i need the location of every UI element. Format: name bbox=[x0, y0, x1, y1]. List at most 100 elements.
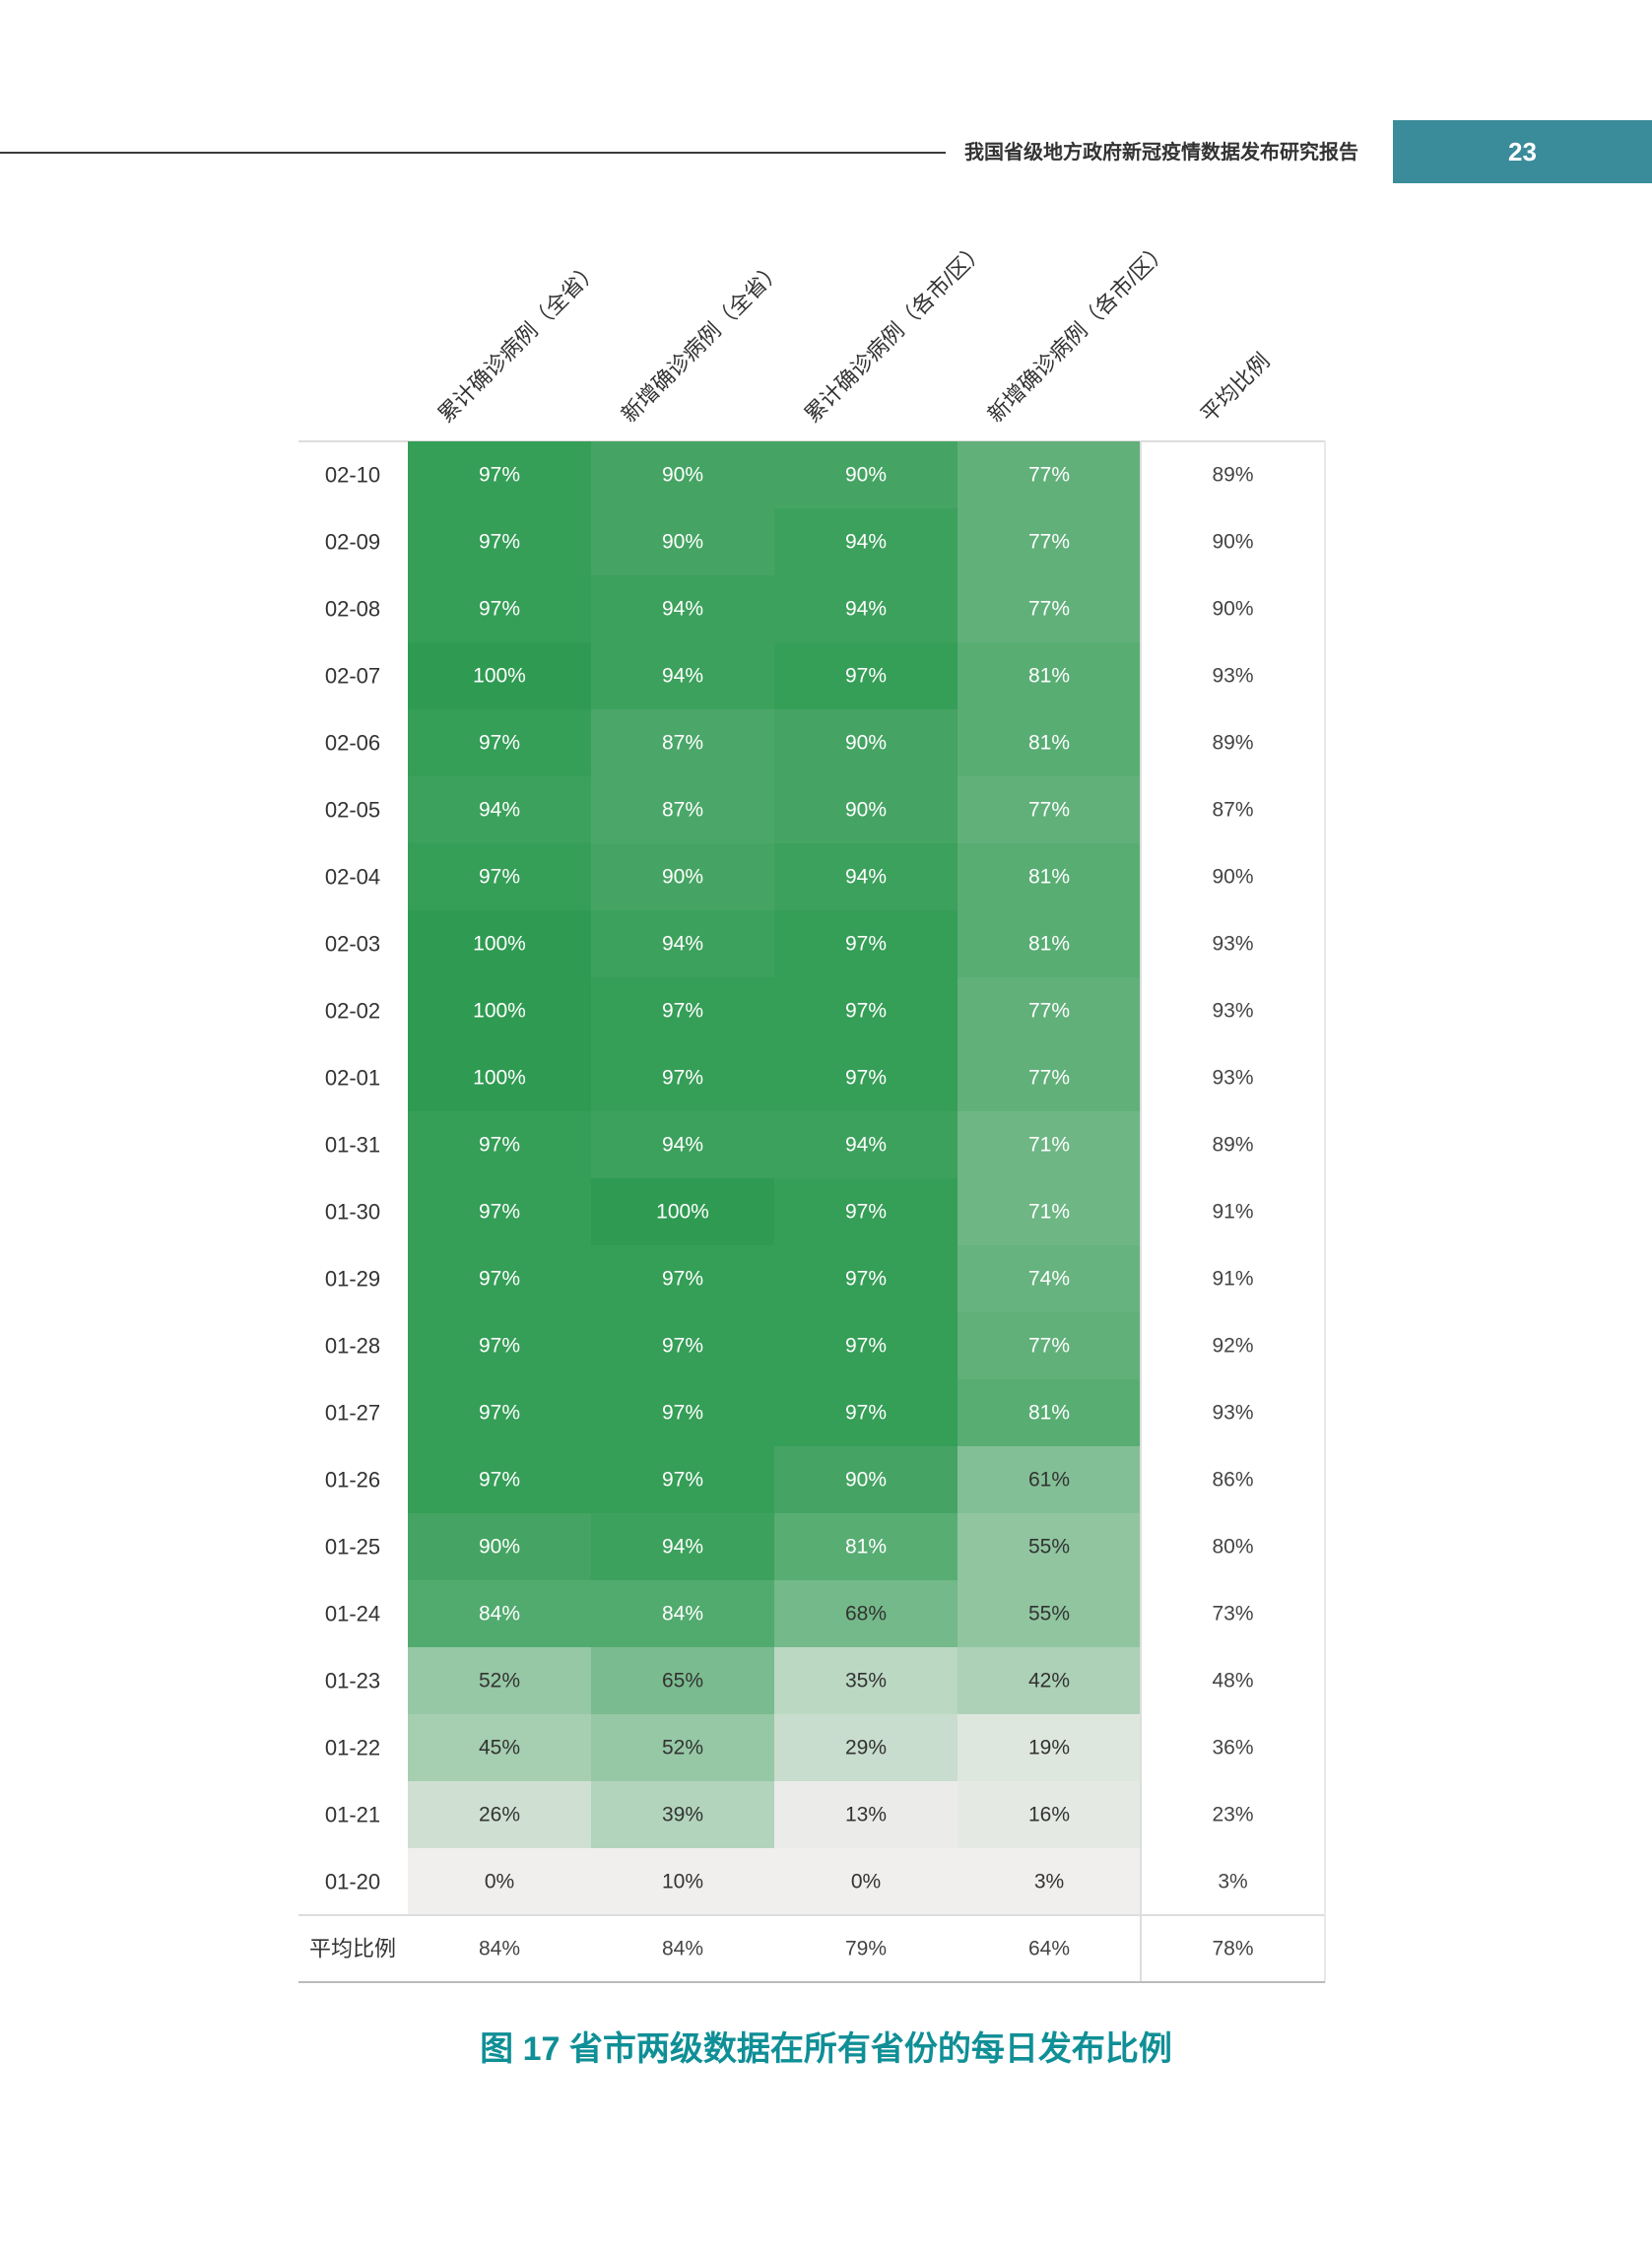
heat-cell bbox=[408, 1848, 591, 1915]
heat-cell bbox=[591, 910, 774, 977]
row-label: 01-28 bbox=[325, 1334, 380, 1359]
heat-cell bbox=[958, 1848, 1141, 1915]
heat-cell bbox=[774, 508, 958, 575]
cell-value: 100% bbox=[473, 933, 526, 956]
row-label: 02-09 bbox=[325, 530, 380, 555]
heatmap-chart: 累计确诊病例（全省） 新增确诊病例（全省） 累计确诊病例（各市/区）新增确诊病例（各… bbox=[298, 236, 1326, 1983]
cell-value: 81% bbox=[845, 1536, 887, 1559]
row-label: 01-21 bbox=[325, 1803, 380, 1827]
heat-cell bbox=[774, 1446, 958, 1513]
row-average: 89% bbox=[1212, 1134, 1253, 1157]
heat-cell bbox=[958, 1044, 1141, 1111]
cell-value: 81% bbox=[1028, 665, 1070, 688]
cell-value: 26% bbox=[479, 1804, 520, 1826]
cell-value: 97% bbox=[662, 1000, 703, 1023]
column-average: 79% bbox=[845, 1938, 887, 1960]
row-label: 01-22 bbox=[325, 1736, 380, 1760]
heat-cell bbox=[408, 1446, 591, 1513]
heat-cell bbox=[591, 575, 774, 642]
heat-cell bbox=[958, 508, 1141, 575]
heat-cell bbox=[591, 776, 774, 843]
cell-value: 81% bbox=[1028, 933, 1070, 956]
heat-cell bbox=[958, 1446, 1141, 1513]
heat-cell bbox=[774, 776, 958, 843]
cell-value: 97% bbox=[662, 1067, 703, 1090]
cell-value: 0% bbox=[851, 1871, 881, 1893]
heat-cell bbox=[408, 1379, 591, 1446]
heat-cell bbox=[408, 1781, 591, 1848]
column-average: 84% bbox=[479, 1938, 520, 1960]
heat-cell bbox=[774, 642, 958, 709]
cell-value: 94% bbox=[662, 1536, 703, 1559]
heat-cell bbox=[591, 1513, 774, 1580]
row-average: 89% bbox=[1212, 464, 1253, 487]
heat-cell bbox=[774, 441, 958, 508]
row-average: 73% bbox=[1212, 1603, 1253, 1626]
heat-cell bbox=[774, 1580, 958, 1647]
cell-value: 77% bbox=[1028, 799, 1070, 822]
cell-value: 97% bbox=[479, 531, 520, 554]
row-label: 02-04 bbox=[325, 865, 380, 890]
heat-cell bbox=[408, 709, 591, 776]
row-average: 80% bbox=[1212, 1536, 1253, 1559]
heat-cell bbox=[774, 977, 958, 1044]
row-average: 87% bbox=[1212, 799, 1253, 822]
heat-cell bbox=[958, 1647, 1141, 1714]
column-header: 新增确诊病例（全省） bbox=[617, 256, 787, 427]
heat-cell bbox=[408, 1245, 591, 1312]
cell-value: 97% bbox=[479, 1201, 520, 1224]
column-header: 累计确诊病例（各市/区） bbox=[800, 236, 990, 427]
heat-cell bbox=[774, 1781, 958, 1848]
heat-cell bbox=[408, 508, 591, 575]
report-title: 我国省级地方政府新冠疫情数据发布研究报告 bbox=[964, 142, 1358, 164]
heat-cell bbox=[591, 1379, 774, 1446]
cell-value: 100% bbox=[656, 1201, 709, 1224]
cell-value: 97% bbox=[845, 1067, 887, 1090]
cell-value: 90% bbox=[845, 799, 887, 822]
heat-cell bbox=[408, 1111, 591, 1178]
heat-cell bbox=[591, 843, 774, 910]
heat-cell bbox=[958, 642, 1141, 709]
row-average: 93% bbox=[1212, 933, 1253, 956]
heat-cell bbox=[591, 1714, 774, 1781]
heat-cell bbox=[958, 1513, 1141, 1580]
heat-cell bbox=[591, 977, 774, 1044]
cell-value: 81% bbox=[1028, 1402, 1070, 1425]
row-label: 01-25 bbox=[325, 1535, 380, 1560]
heat-cell bbox=[408, 1513, 591, 1580]
cell-value: 71% bbox=[1028, 1134, 1070, 1157]
heat-cell bbox=[591, 1178, 774, 1245]
heat-cell bbox=[408, 441, 591, 508]
cell-value: 84% bbox=[662, 1603, 703, 1626]
cell-value: 94% bbox=[479, 799, 520, 822]
row-average: 93% bbox=[1212, 665, 1253, 688]
row-average: 91% bbox=[1212, 1201, 1253, 1224]
heat-cell bbox=[408, 642, 591, 709]
cell-value: 97% bbox=[845, 1335, 887, 1358]
cell-value: 94% bbox=[662, 598, 703, 621]
page-number: 23 bbox=[1508, 136, 1537, 166]
heat-cell bbox=[958, 776, 1141, 843]
row-label: 01-29 bbox=[325, 1267, 380, 1292]
cell-value: 3% bbox=[1034, 1871, 1064, 1893]
row-label: 01-24 bbox=[325, 1602, 380, 1626]
row-label: 02-02 bbox=[325, 999, 380, 1024]
row-average: 92% bbox=[1212, 1335, 1253, 1358]
row-label: 02-10 bbox=[325, 463, 380, 488]
row-average: 90% bbox=[1212, 866, 1253, 889]
heat-cell bbox=[774, 843, 958, 910]
cell-value: 35% bbox=[845, 1670, 887, 1693]
cell-value: 94% bbox=[845, 598, 887, 621]
row-average: 23% bbox=[1212, 1804, 1253, 1826]
heat-cell bbox=[408, 843, 591, 910]
heat-cell bbox=[774, 575, 958, 642]
cell-value: 87% bbox=[662, 732, 703, 755]
row-label: 01-31 bbox=[325, 1133, 380, 1158]
cell-value: 52% bbox=[662, 1737, 703, 1759]
heat-cell bbox=[958, 1580, 1141, 1647]
cell-value: 90% bbox=[662, 866, 703, 889]
heat-cell bbox=[591, 1312, 774, 1379]
heat-cell bbox=[408, 776, 591, 843]
heat-cell bbox=[774, 1848, 958, 1915]
row-label: 01-27 bbox=[325, 1401, 380, 1426]
